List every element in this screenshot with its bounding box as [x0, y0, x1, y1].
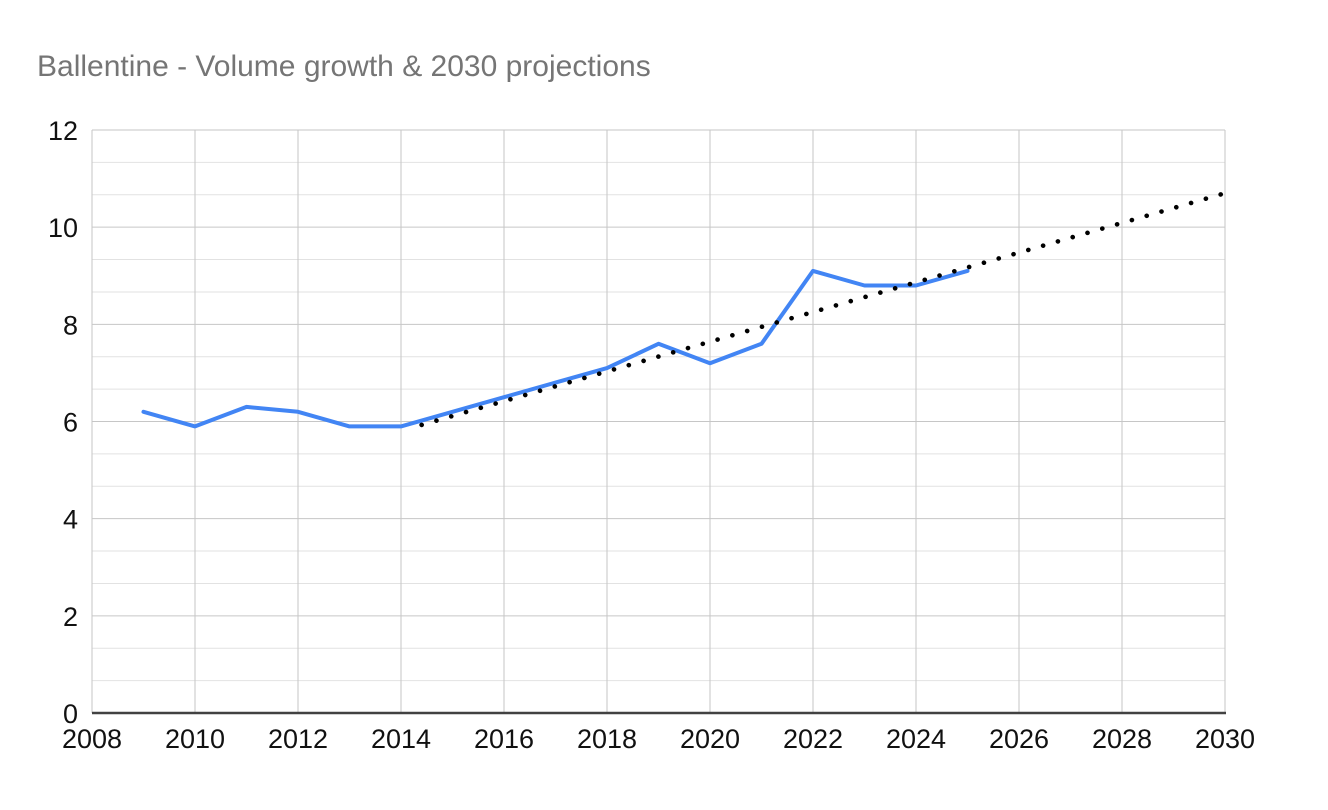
y-axis-tick-label: 2 [63, 602, 78, 632]
x-axis-tick-label: 2022 [783, 724, 843, 754]
projection-series-dotted-line [419, 190, 1228, 428]
data-series [141, 190, 1228, 429]
x-axis-tick-label: 2030 [1195, 724, 1255, 754]
y-axis-tick-label: 6 [63, 408, 78, 438]
x-axis-tick-label: 2014 [371, 724, 431, 754]
x-axis-tick-label: 2012 [268, 724, 328, 754]
x-axis-tick-label: 2020 [680, 724, 740, 754]
x-axis-tick-label: 2028 [1092, 724, 1152, 754]
volume-series-line [141, 268, 970, 429]
major-gridlines [91, 129, 1226, 713]
y-axis-tick-label: 12 [48, 116, 78, 146]
y-axis-tick-label: 0 [63, 699, 78, 729]
y-axis-tick-label: 8 [63, 310, 78, 340]
x-axis-tick-label: 2010 [165, 724, 225, 754]
axis-tick-labels: 2008 2010 2012 2014 2016 2018 2020 2022 2024 2026… [48, 116, 1255, 754]
x-axis-tick-label: 2016 [474, 724, 534, 754]
x-axis-tick-label: 2018 [577, 724, 637, 754]
x-axis-tick-label: 2008 [62, 724, 122, 754]
x-axis-tick-label: 2026 [989, 724, 1049, 754]
chart-title: Ballentine - Volume growth & 2030 projec… [37, 50, 651, 83]
y-axis-tick-label: 4 [63, 505, 78, 535]
minor-gridlines [92, 161, 1225, 682]
x-axis-tick-label: 2024 [886, 724, 946, 754]
y-axis-tick-label: 10 [48, 213, 78, 243]
